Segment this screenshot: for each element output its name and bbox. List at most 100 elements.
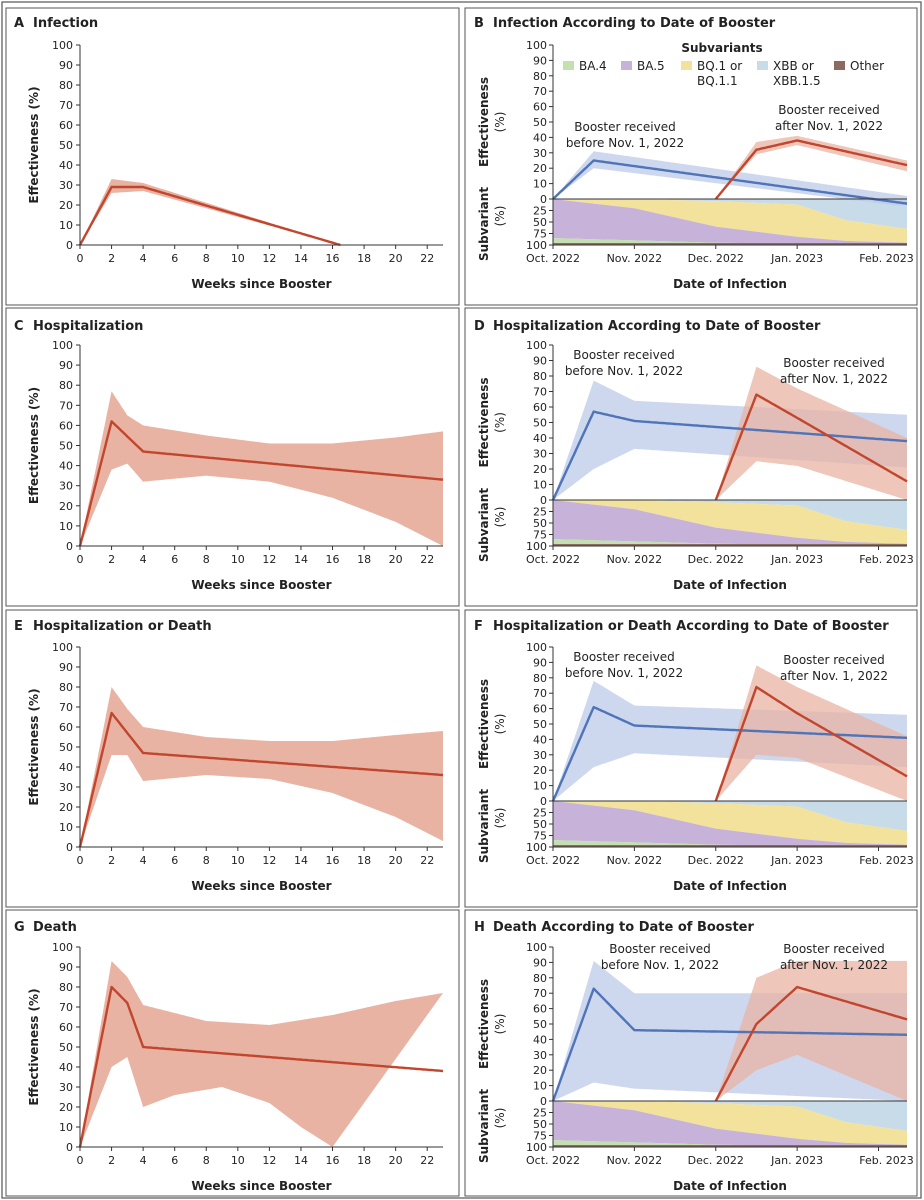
y-axis-label: Effectiveness (%) — [27, 988, 41, 1105]
y-tick-label: 50 — [533, 116, 547, 129]
estimate-line-red — [714, 685, 908, 802]
y-tick-label: 40 — [59, 460, 73, 473]
x-tick-label: 8 — [203, 252, 210, 265]
confidence-band — [80, 687, 443, 847]
y-tick-label: 20 — [533, 162, 547, 175]
subvariant-area-xbb — [553, 199, 907, 229]
y-tick-label: 30 — [533, 147, 547, 160]
y-axis-label: Effectiveness — [477, 378, 491, 468]
legend-swatch — [681, 61, 692, 70]
panel-border-right — [464, 307, 918, 607]
subvariant-axis-label-unit: (%) — [493, 206, 507, 227]
panel-border-left — [5, 609, 460, 908]
x-tick-label: 8 — [203, 854, 210, 867]
confidence-band-red — [715, 135, 907, 199]
x-tick-label: Oct. 2022 — [526, 553, 580, 566]
y-axis-label-unit: (%) — [493, 112, 507, 133]
x-tick-label: 14 — [294, 1154, 308, 1167]
y-axis-label: Effectiveness (%) — [27, 86, 41, 203]
booster-annotation: after Nov. 1, 2022 — [780, 372, 888, 386]
estimate-line-blue — [551, 410, 908, 501]
y-tick-label: 70 — [59, 99, 73, 112]
x-tick-label: 16 — [326, 1154, 340, 1167]
y-axis-label: Effectiveness — [477, 979, 491, 1069]
x-tick-label: 18 — [357, 1154, 371, 1167]
y-tick-label: 100 — [526, 39, 547, 52]
x-tick-label: 6 — [171, 854, 178, 867]
panel-letter: E — [14, 619, 23, 634]
y-tick-label: 70 — [533, 85, 547, 98]
x-tick-label: Dec. 2022 — [688, 854, 744, 867]
x-tick-label: 20 — [389, 252, 403, 265]
y-axis-label-unit: (%) — [493, 1014, 507, 1035]
x-tick-label: Nov. 2022 — [607, 553, 663, 566]
y-tick-label: 70 — [59, 1001, 73, 1014]
x-tick-label: Nov. 2022 — [607, 252, 663, 265]
panel-title: Hospitalization or Death According to Da… — [493, 619, 889, 634]
x-tick-label: 18 — [357, 553, 371, 566]
y-tick-label: 100 — [526, 941, 547, 954]
subvariant-area-bq1 — [553, 1101, 907, 1145]
panel-G: G Death 0 10 20 30 40 50 60 70 80 90 100 0 2 4 6 8 10 12 14 1… — [14, 920, 444, 1193]
x-tick-label: Jan. 2023 — [770, 854, 823, 867]
x-tick-label: 14 — [294, 854, 308, 867]
y-axis-label: Effectiveness (%) — [27, 688, 41, 805]
panel-F: F Hospitalization or Death According to D… — [474, 619, 914, 893]
x-tick-label: Dec. 2022 — [688, 1154, 744, 1167]
y-tick-label: 80 — [533, 370, 547, 383]
booster-annotation: Booster received — [783, 653, 884, 667]
x-tick-label: Oct. 2022 — [526, 1154, 580, 1167]
legend-title: Subvariants — [681, 41, 762, 55]
panel-H: H Death According to Date of Booster 0 10 20… — [474, 920, 914, 1193]
x-tick-label: 6 — [171, 553, 178, 566]
y-tick-label: 60 — [533, 101, 547, 114]
y-tick-label: 50 — [59, 741, 73, 754]
x-tick-label: 20 — [389, 854, 403, 867]
x-tick-label: Jan. 2023 — [770, 1154, 823, 1167]
subvariant-axis-label-unit: (%) — [493, 507, 507, 528]
x-tick-label: 20 — [389, 553, 403, 566]
y-axis-label: Effectiveness — [477, 77, 491, 167]
panel-border-right — [464, 909, 918, 1197]
y-tick-label: 40 — [533, 1033, 547, 1046]
x-tick-label: 20 — [389, 1154, 403, 1167]
y-tick-label: 20 — [59, 199, 73, 212]
x-tick-label: 10 — [231, 553, 245, 566]
panel-title: Infection — [33, 16, 98, 31]
subvariant-axis-label: Subvariant — [477, 789, 491, 863]
x-tick-label: 4 — [140, 854, 147, 867]
y-tick-label: 10 — [59, 520, 73, 533]
estimate-line-blue — [551, 705, 908, 802]
subvariant-tick-label: 75 — [533, 228, 547, 241]
panel-title: Death According to Date of Booster — [493, 920, 754, 935]
x-tick-label: Dec. 2022 — [688, 553, 744, 566]
x-tick-label: 4 — [140, 252, 147, 265]
subvariant-tick-label: 50 — [533, 517, 547, 530]
booster-annotation: after Nov. 1, 2022 — [780, 958, 888, 972]
y-tick-label: 20 — [59, 801, 73, 814]
y-tick-label: 30 — [59, 179, 73, 192]
x-tick-label: 6 — [171, 1154, 178, 1167]
y-tick-label: 80 — [533, 672, 547, 685]
x-tick-label: Feb. 2023 — [859, 553, 913, 566]
y-tick-label: 10 — [59, 1121, 73, 1134]
y-tick-label: 20 — [533, 764, 547, 777]
subvariant-tick-label: 100 — [526, 1141, 547, 1154]
subvariant-tick-label: 100 — [526, 239, 547, 252]
panel-letter: H — [474, 920, 485, 935]
x-tick-label: 22 — [420, 252, 434, 265]
y-tick-label: 40 — [59, 1061, 73, 1074]
legend-label-cont: XBB.1.5 — [773, 74, 821, 88]
subvariant-area-other — [553, 243, 907, 245]
x-tick-label: 0 — [77, 854, 84, 867]
x-tick-label: 16 — [326, 553, 340, 566]
x-tick-label: 0 — [77, 553, 84, 566]
subvariant-area-bq1 — [553, 801, 907, 845]
y-tick-label: 30 — [533, 448, 547, 461]
panel-border-left — [5, 909, 460, 1197]
y-tick-label: 0 — [66, 1141, 73, 1154]
booster-annotation: Booster received — [778, 103, 879, 117]
y-tick-label: 60 — [59, 419, 73, 432]
y-tick-label: 10 — [59, 219, 73, 232]
